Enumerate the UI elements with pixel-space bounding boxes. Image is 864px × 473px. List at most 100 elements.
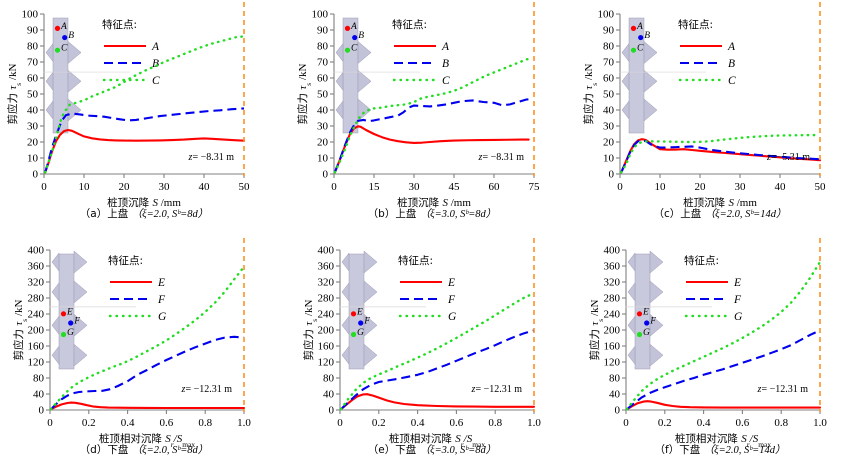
- pile-bulb: [357, 40, 372, 65]
- x-tick-label: 1.0: [237, 417, 251, 429]
- pile-inset-b: ABC: [333, 17, 420, 134]
- x-tick-label: 50: [239, 181, 251, 193]
- y-tick-label: 80: [609, 373, 621, 385]
- plot-b: 0 10 20 30 40 50 60 70 80 90 100 0 15 30 45 60 75 剪应力 τs …: [296, 2, 540, 209]
- pile-inset-d: EFG: [49, 250, 136, 370]
- x-tick-label: 0.4: [697, 417, 711, 429]
- x-tick-label: 0: [41, 181, 47, 193]
- axes-f: 0 40 80 120 160 200 240 280 320 360 400 0 0.2 0.4 0.6 0…: [604, 245, 828, 429]
- pile-bulb: [627, 282, 636, 302]
- feature-point-label: C: [351, 44, 358, 54]
- y-tick-label: 0: [329, 405, 335, 417]
- feature-point-label: E: [642, 307, 649, 317]
- y-axis-label: 剪应力 τs /kN: [582, 63, 599, 124]
- panel-caption-c: （c）上盘 （ξ=2.0, Sᵇ=14d）: [576, 206, 864, 221]
- legend-label-E: E: [447, 277, 455, 289]
- y-tick-label: 90: [317, 25, 329, 37]
- caption-text: （c）上盘: [653, 208, 705, 220]
- x-tick-label: 0.8: [198, 417, 212, 429]
- svg-text:剪应力 τs /kN: 剪应力 τs /kN: [588, 299, 605, 360]
- feature-point-marker: [358, 320, 364, 326]
- plot-d: 0 40 80 120 160 200 240 280 320 360 400 0 0.2 0.4 0.6 0…: [12, 238, 252, 449]
- pile-bulb: [363, 280, 378, 304]
- legend-label-F: F: [447, 294, 456, 306]
- legend-label-G: G: [734, 311, 743, 323]
- y-tick-label: 0: [33, 169, 39, 181]
- curves-c: [620, 133, 822, 174]
- depth-annotation-b: z= −8.31 m: [478, 152, 525, 163]
- x-tick-label: 0: [331, 181, 337, 193]
- feature-point-marker: [54, 47, 61, 53]
- x-tick-label: 50: [815, 181, 827, 193]
- legend-label-C: C: [728, 75, 736, 87]
- panel-caption-f: （f）下盘 （ξ=2.0, Sᵇ=14d）: [576, 442, 864, 457]
- pile-inset-a: ABC: [43, 17, 130, 134]
- legend-label-B: B: [728, 58, 735, 70]
- legend-label-G: G: [158, 311, 167, 323]
- y-tick-label: 320: [28, 277, 45, 289]
- legend-label-A: A: [151, 41, 160, 53]
- pile-shaft: [634, 253, 651, 370]
- pile-bulb: [45, 100, 54, 120]
- caption-params: （ξ=3.0, Sᵇ=8d）: [419, 445, 497, 456]
- series-curve-E: [49, 401, 246, 411]
- pile-bulb: [73, 343, 88, 367]
- x-tick-label: 20: [695, 181, 707, 193]
- x-tick-label: 30: [735, 181, 747, 193]
- y-tick-label: 60: [603, 73, 615, 85]
- legend-e: 特征点: EFG: [398, 255, 457, 323]
- pile-bulb: [335, 71, 344, 91]
- series-curve-E: [339, 393, 536, 411]
- chart-panel-e: 0 40 80 120 160 200 240 280 320 360 400 0 0.2 0.4 0.6 0…: [288, 236, 576, 473]
- pile-bulb: [335, 42, 344, 63]
- svg-text:桩顶沉降 S /mm: 桩顶沉降 S /mm: [683, 196, 757, 209]
- y-tick-label: 90: [27, 25, 39, 37]
- pile-bulb: [649, 313, 664, 337]
- series-curve-A: [333, 125, 530, 174]
- feature-point-label: C: [61, 44, 68, 54]
- y-tick-label: 100: [598, 9, 615, 21]
- feature-point-marker: [636, 331, 643, 338]
- legend-title: 特征点:: [108, 255, 143, 267]
- y-tick-label: 160: [28, 341, 45, 353]
- y-tick-label: 60: [27, 73, 39, 85]
- series-curve-C: [44, 35, 246, 174]
- y-tick-label: 160: [604, 341, 621, 353]
- caption-params: （ξ=2.0, Sᵇ=8d）: [131, 445, 209, 456]
- feature-point-label: F: [363, 317, 370, 327]
- y-tick-label: 10: [27, 153, 39, 165]
- panel-caption-e: （e）下盘 （ξ=3.0, Sᵇ=8d）: [288, 442, 576, 457]
- y-tick-label: 360: [318, 261, 335, 273]
- panel-caption-a: （a）上盘 （ξ=2.0, Sᵇ=8d）: [0, 206, 288, 221]
- y-tick-label: 100: [22, 9, 39, 21]
- x-tick-label: 1.0: [527, 417, 541, 429]
- y-tick-label: 20: [603, 137, 615, 149]
- y-tick-label: 360: [28, 261, 45, 273]
- feature-point-marker: [350, 331, 357, 338]
- pile-inset-c: ABC: [619, 17, 706, 134]
- x-tick-label: 40: [775, 181, 787, 193]
- y-tick-label: 60: [317, 73, 329, 85]
- pile-bulb: [621, 71, 630, 91]
- series-curve-F: [340, 329, 535, 410]
- series-curve-G: [49, 265, 246, 411]
- plot-c: 0 10 20 30 40 50 60 70 80 90 100 0 10 20 30 40 50 剪应力 τs …: [582, 2, 827, 209]
- pile-bulb: [363, 313, 378, 337]
- pile-bulb: [341, 282, 350, 302]
- y-tick-label: 240: [604, 309, 621, 321]
- feature-point-marker: [644, 320, 650, 326]
- chart-panel-a: 0 10 20 30 40 50 60 70 80 90 100 0 10 20 30 40 50 剪应力 τs …: [0, 0, 288, 236]
- y-tick-label: 0: [323, 169, 329, 181]
- curves-d: [49, 265, 246, 411]
- y-tick-label: 70: [603, 57, 615, 69]
- pile-bulb: [73, 280, 88, 304]
- axes-d: 0 40 80 120 160 200 240 280 320 360 400 0 0.2 0.4 0.6 0…: [28, 245, 252, 429]
- chart-panel-b: 0 10 20 30 40 50 60 70 80 90 100 0 15 30 45 60 75 剪应力 τs …: [288, 0, 576, 236]
- y-tick-label: 40: [27, 105, 39, 117]
- series-curve-A: [44, 128, 246, 174]
- pile-bulb: [363, 250, 378, 274]
- chart-panel-d: 0 40 80 120 160 200 240 280 320 360 400 0 0.2 0.4 0.6 0…: [0, 236, 288, 473]
- caption-params: （ξ=3.0, Sᵇ=8d）: [419, 209, 497, 220]
- y-tick-label: 400: [318, 245, 335, 257]
- pile-inset-f: EFG: [625, 250, 712, 370]
